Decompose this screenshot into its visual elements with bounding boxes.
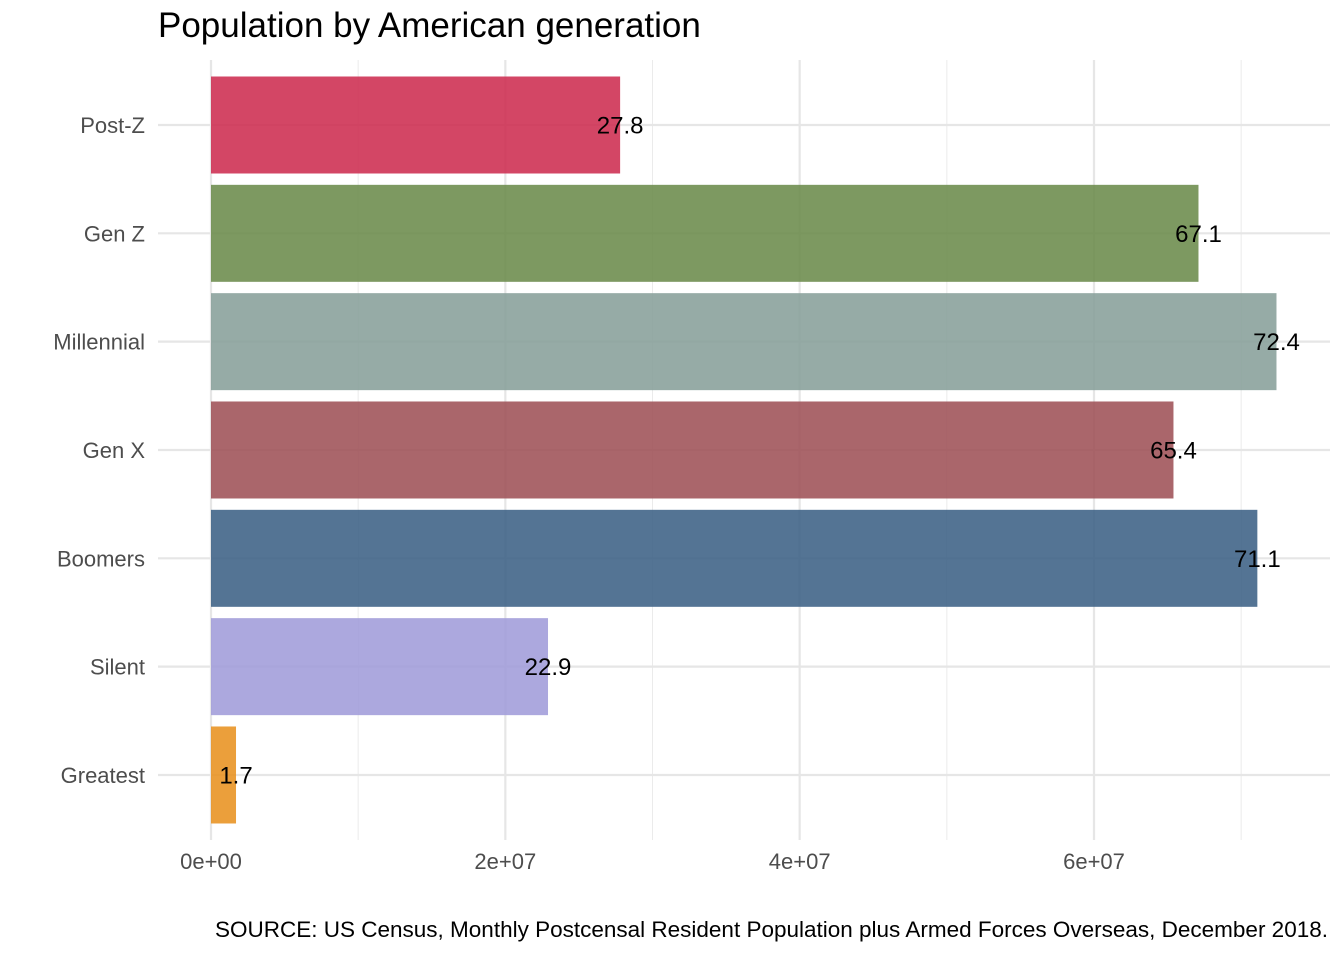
category-label: Silent	[90, 655, 145, 680]
bar-boomers	[211, 509, 1258, 607]
x-tick-label: 0e+00	[180, 849, 242, 874]
bar-layer	[211, 76, 1277, 824]
bar-gen-z	[211, 184, 1199, 282]
bar-post-z	[211, 76, 621, 174]
chart-title: Population by American generation	[158, 6, 701, 45]
bar-greatest	[211, 726, 237, 824]
category-label: Boomers	[57, 546, 145, 571]
category-label: Greatest	[61, 763, 145, 788]
x-tick-label: 6e+07	[1063, 849, 1125, 874]
bar-silent	[211, 618, 549, 716]
data-label: 72.4	[1253, 329, 1300, 356]
data-label: 67.1	[1175, 221, 1222, 248]
chart-caption: SOURCE: US Census, Monthly Postcensal Re…	[214, 917, 1328, 942]
category-label: Gen Z	[84, 221, 145, 246]
bar-millennial	[211, 293, 1277, 391]
category-label: Millennial	[53, 330, 145, 355]
x-tick-label: 2e+07	[474, 849, 536, 874]
data-label: 65.4	[1150, 437, 1197, 464]
data-label: 1.7	[219, 762, 252, 789]
x-tick-label: 4e+07	[769, 849, 831, 874]
data-label: 22.9	[525, 654, 572, 681]
label-layer: 27.8 67.1 72.4 65.4 71.1 22.9 1.7	[219, 113, 1300, 790]
data-label: 71.1	[1234, 546, 1281, 573]
category-label: Gen X	[83, 438, 146, 463]
data-label: 27.8	[597, 113, 644, 140]
bar-gen-x	[211, 401, 1174, 499]
category-label: Post-Z	[80, 113, 145, 138]
axis-layer: Post-Z Gen Z Millennial Gen X Boomers Silent G…	[53, 113, 1125, 874]
